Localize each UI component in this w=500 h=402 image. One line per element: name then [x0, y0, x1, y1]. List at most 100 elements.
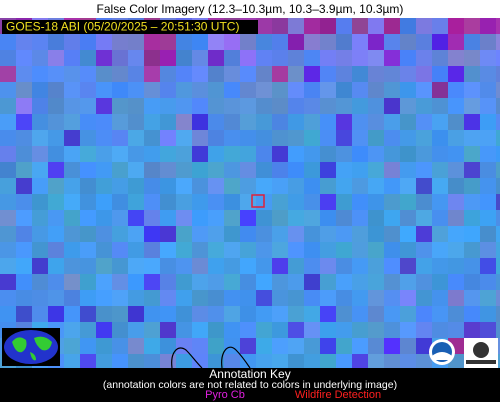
image-pixel — [336, 306, 352, 322]
image-pixel — [256, 306, 272, 322]
satellite-image — [0, 18, 500, 368]
image-pixel — [80, 114, 96, 130]
image-pixel — [336, 338, 352, 354]
image-pixel — [48, 82, 64, 98]
image-pixel — [16, 50, 32, 66]
image-pixel — [256, 354, 272, 368]
image-pixel — [32, 290, 48, 306]
image-pixel — [336, 322, 352, 338]
image-pixel — [384, 34, 400, 50]
image-pixel — [448, 146, 464, 162]
image-pixel — [208, 50, 224, 66]
image-pixel — [224, 162, 240, 178]
image-pixel — [0, 210, 16, 226]
image-pixel — [224, 130, 240, 146]
image-pixel — [480, 114, 496, 130]
image-pixel — [48, 274, 64, 290]
image-pixel — [112, 66, 128, 82]
image-pixel — [112, 34, 128, 50]
image-pixel — [368, 178, 384, 194]
image-pixel — [448, 98, 464, 114]
image-pixel — [32, 178, 48, 194]
logo-mark — [473, 342, 489, 358]
image-pixel — [368, 82, 384, 98]
image-pixel — [352, 306, 368, 322]
image-pixel — [32, 194, 48, 210]
image-pixel — [208, 66, 224, 82]
image-pixel — [128, 210, 144, 226]
image-pixel — [240, 50, 256, 66]
image-pixel — [256, 130, 272, 146]
image-pixel — [496, 178, 500, 194]
image-pixel — [80, 290, 96, 306]
image-pixel — [256, 178, 272, 194]
image-pixel — [144, 242, 160, 258]
image-pixel — [352, 274, 368, 290]
image-pixel — [368, 258, 384, 274]
image-pixel — [448, 242, 464, 258]
image-pixel — [0, 274, 16, 290]
image-pixel — [160, 82, 176, 98]
image-pixel — [352, 114, 368, 130]
image-pixel — [64, 306, 80, 322]
image-pixel — [464, 274, 480, 290]
image-pixel — [320, 178, 336, 194]
image-pixel — [48, 50, 64, 66]
image-pixel — [480, 98, 496, 114]
image-pixel — [448, 50, 464, 66]
image-pixel — [400, 98, 416, 114]
image-pixel — [144, 162, 160, 178]
image-pixel — [64, 130, 80, 146]
image-pixel — [464, 290, 480, 306]
image-pixel — [192, 226, 208, 242]
image-pixel — [272, 98, 288, 114]
image-pixel — [320, 258, 336, 274]
image-pixel — [112, 226, 128, 242]
image-pixel — [304, 242, 320, 258]
image-pixel — [64, 290, 80, 306]
image-pixel — [256, 34, 272, 50]
image-pixel — [304, 322, 320, 338]
image-pixel — [240, 114, 256, 130]
image-pixel — [208, 226, 224, 242]
image-pixel — [368, 242, 384, 258]
image-pixel — [400, 66, 416, 82]
image-pixel — [320, 338, 336, 354]
image-pixel — [176, 338, 192, 354]
image-pixel — [96, 306, 112, 322]
image-pixel — [144, 146, 160, 162]
image-pixel — [400, 114, 416, 130]
image-pixel — [160, 306, 176, 322]
image-pixel — [320, 290, 336, 306]
image-pixel — [352, 290, 368, 306]
image-pixel — [256, 242, 272, 258]
image-pixel — [480, 290, 496, 306]
image-pixel — [288, 290, 304, 306]
image-pixel — [288, 114, 304, 130]
image-pixel — [464, 322, 480, 338]
image-pixel — [96, 194, 112, 210]
image-pixel — [224, 226, 240, 242]
image-pixel — [464, 98, 480, 114]
image-pixel — [64, 98, 80, 114]
globe-logo — [2, 328, 60, 366]
image-pixel — [336, 98, 352, 114]
image-pixel — [96, 258, 112, 274]
image-pixel — [144, 274, 160, 290]
image-pixel — [496, 258, 500, 274]
image-pixel — [304, 306, 320, 322]
image-pixel — [64, 274, 80, 290]
image-pixel — [496, 130, 500, 146]
image-pixel — [112, 82, 128, 98]
image-pixel — [80, 322, 96, 338]
image-pixel — [464, 210, 480, 226]
image-pixel — [368, 354, 384, 368]
image-pixel — [64, 162, 80, 178]
image-pixel — [0, 306, 16, 322]
image-pixel — [0, 178, 16, 194]
image-pixel — [112, 290, 128, 306]
image-pixel — [128, 130, 144, 146]
image-pixel — [352, 50, 368, 66]
image-pixel — [224, 258, 240, 274]
